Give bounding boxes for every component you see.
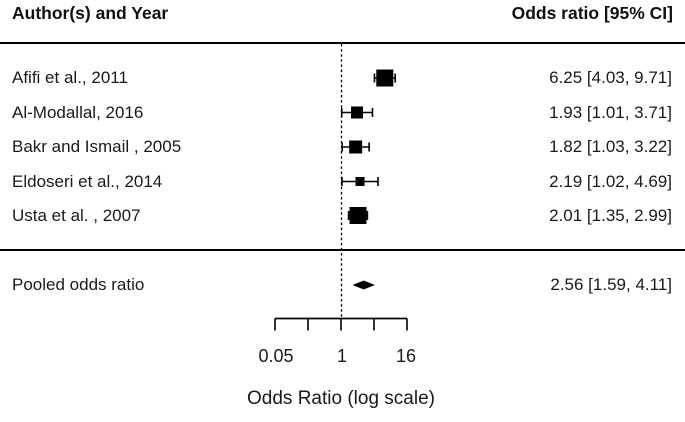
column-header-odds-ratio: Odds ratio [95% CI] bbox=[511, 3, 673, 23]
or-square bbox=[355, 177, 365, 186]
column-header-authors: Author(s) and Year bbox=[12, 3, 169, 23]
x-tick-label: 1 bbox=[336, 346, 348, 366]
study-or-value: 1.93 [1.01, 3.71] bbox=[549, 103, 672, 122]
study-label: Usta et al. , 2007 bbox=[12, 206, 141, 225]
study-or-value: 1.82 [1.03, 3.22] bbox=[549, 137, 672, 156]
pooled-diamond bbox=[352, 280, 375, 290]
study-or-value: 2.01 [1.35, 2.99] bbox=[549, 206, 672, 225]
study-label: Afifi et al., 2011 bbox=[12, 68, 128, 87]
or-square bbox=[349, 140, 363, 154]
x-tick-label: 16 bbox=[395, 346, 417, 366]
or-square bbox=[351, 106, 364, 119]
x-axis-title: Odds Ratio (log scale) bbox=[247, 388, 435, 409]
study-label: Al-Modallal, 2016 bbox=[12, 103, 144, 122]
pooled-label: Pooled odds ratio bbox=[12, 275, 145, 294]
rule-middle bbox=[0, 249, 685, 251]
or-square bbox=[349, 207, 367, 224]
x-tick-label: 0.05 bbox=[258, 346, 294, 366]
rule-top bbox=[0, 42, 685, 44]
study-or-value: 6.25 [4.03, 9.71] bbox=[549, 68, 672, 87]
or-square bbox=[376, 69, 394, 87]
study-label: Bakr and Ismail , 2005 bbox=[12, 137, 182, 156]
study-label: Eldoseri et al., 2014 bbox=[12, 172, 163, 191]
study-or-value: 2.19 [1.02, 4.69] bbox=[549, 172, 672, 191]
pooled-or-value: 2.56 [1.59, 4.11] bbox=[550, 275, 672, 294]
